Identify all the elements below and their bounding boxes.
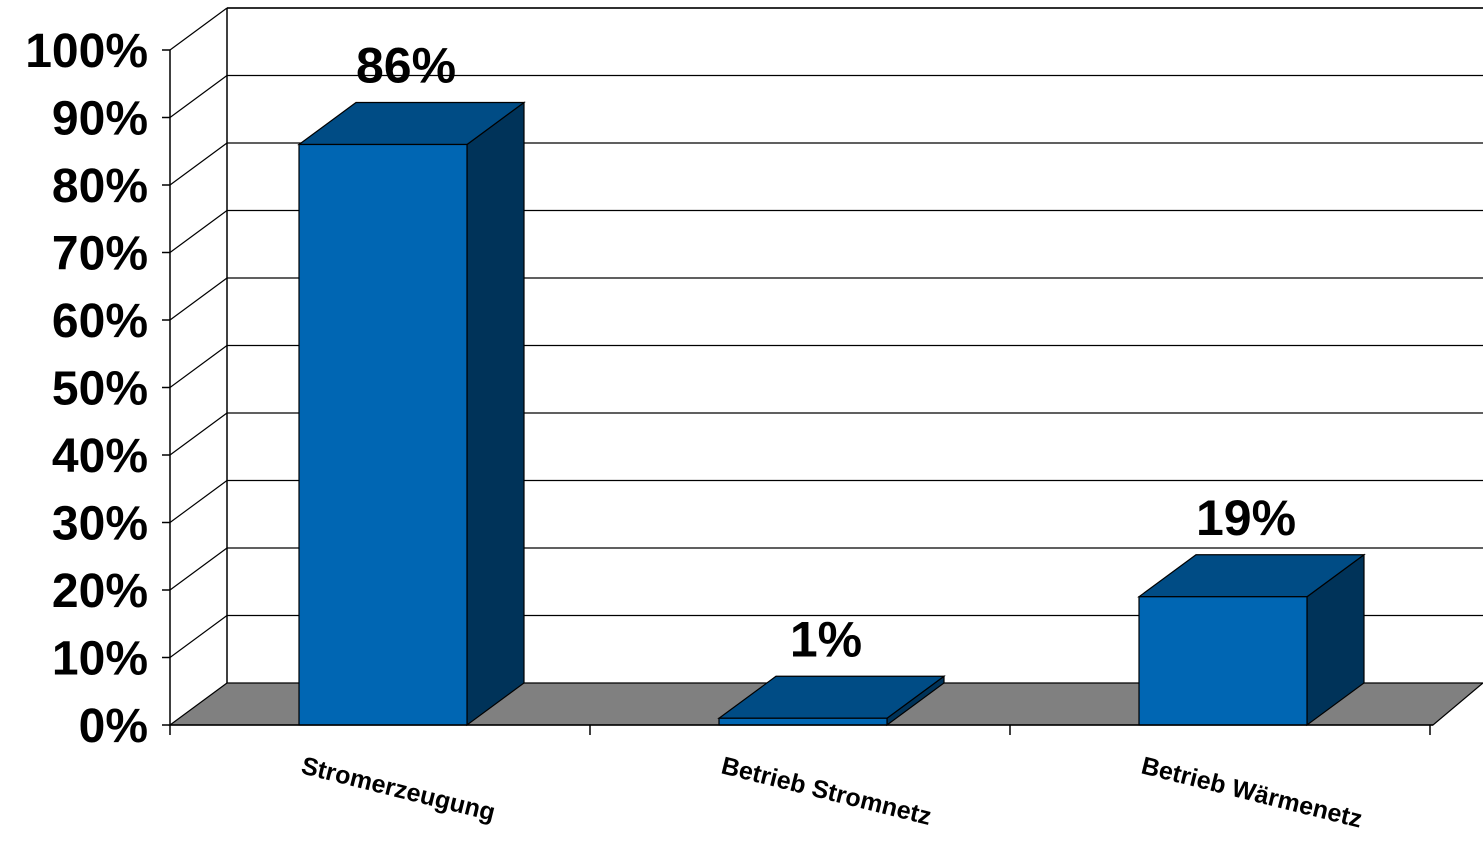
gridline-side bbox=[169, 480, 228, 523]
data-label: 1% bbox=[790, 611, 862, 667]
y-tick-label: 10% bbox=[52, 633, 148, 686]
data-label: 19% bbox=[1196, 490, 1296, 546]
y-tick-label: 90% bbox=[52, 93, 148, 146]
y-tick-label: 30% bbox=[52, 498, 148, 551]
y-tick-label: 80% bbox=[52, 160, 148, 213]
category-label: Betrieb Wärmenetz bbox=[1139, 752, 1366, 834]
bar-front bbox=[1138, 596, 1308, 726]
y-tick-label: 40% bbox=[52, 430, 148, 483]
gridline-side bbox=[169, 615, 228, 658]
bar bbox=[717, 675, 946, 727]
data-label: 86% bbox=[356, 38, 456, 94]
y-tick-label: 70% bbox=[52, 228, 148, 281]
bar-side bbox=[466, 101, 525, 727]
bar bbox=[1137, 553, 1366, 727]
bar bbox=[297, 101, 526, 727]
gridline-side bbox=[169, 277, 228, 321]
data-labels: 86% 1% 19% bbox=[356, 38, 1296, 668]
gridline-side bbox=[169, 547, 228, 591]
y-tick-label: 0% bbox=[79, 700, 148, 753]
gridline-side bbox=[169, 345, 228, 388]
gridline-side bbox=[169, 75, 228, 118]
y-tick-label: 60% bbox=[52, 295, 148, 348]
y-tick-labels: 0% 10% 20% 30% 40% 50% 60% 70% 80% 90% 100% bbox=[25, 25, 148, 753]
bar-front bbox=[298, 143, 468, 726]
category-labels: Stromerzeugung Betrieb Stromnetz Betrieb W… bbox=[299, 752, 1366, 834]
bars bbox=[297, 101, 1366, 727]
y-tick-label: 20% bbox=[52, 565, 148, 618]
y-tick-label: 100% bbox=[25, 25, 148, 78]
y-axis bbox=[162, 49, 171, 726]
category-label: Stromerzeugung bbox=[299, 752, 498, 827]
gridline-side bbox=[169, 142, 228, 186]
gridline-side bbox=[169, 7, 228, 51]
category-label: Betrieb Stromnetz bbox=[719, 752, 935, 831]
gridline-side bbox=[169, 210, 228, 253]
bar-front bbox=[718, 717, 888, 726]
gridline-side bbox=[169, 412, 228, 456]
x-axis bbox=[169, 724, 1433, 735]
y-tick-label: 50% bbox=[52, 363, 148, 416]
